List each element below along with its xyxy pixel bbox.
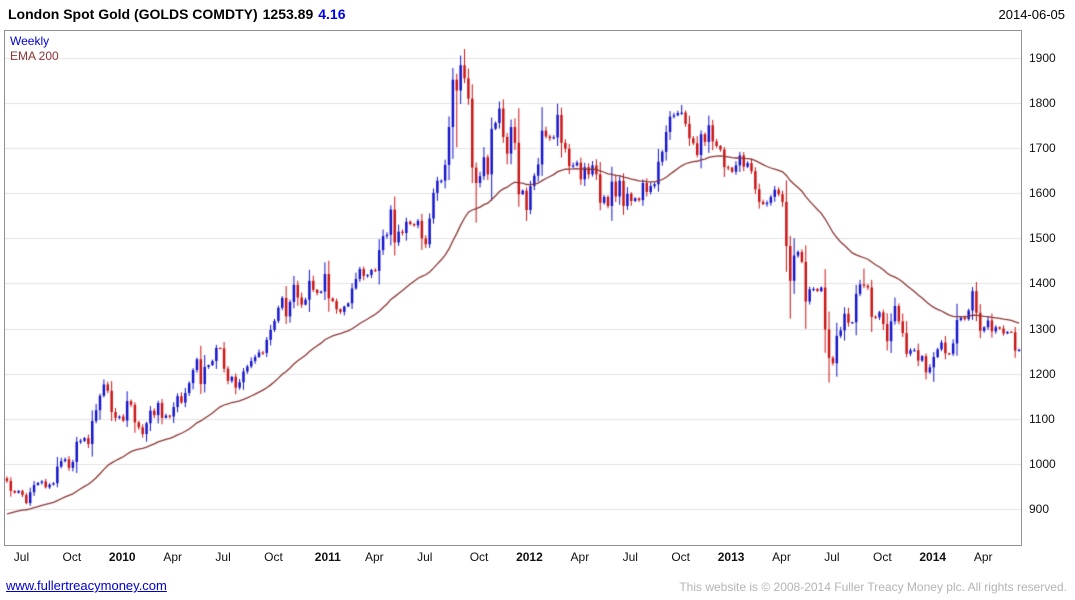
- footer: www.fullertreacymoney.com This website i…: [0, 572, 1075, 600]
- x-axis-label: Apr: [772, 550, 791, 564]
- x-axis-label: Jul: [13, 550, 30, 564]
- price-change: 4.16: [318, 6, 346, 22]
- y-axis-label: 1000: [1029, 456, 1056, 471]
- y-axis-label: 1200: [1029, 366, 1056, 381]
- y-axis-label: 1500: [1029, 231, 1056, 246]
- x-axis-label: Jul: [417, 550, 433, 564]
- x-axis-label: 2013: [717, 550, 745, 564]
- plot-area: Weekly EMA 200: [4, 30, 1022, 546]
- x-axis-label: Oct: [469, 550, 489, 564]
- x-axis-label: 2014: [919, 550, 947, 564]
- chart-date: 2014-06-05: [998, 7, 1066, 22]
- x-axis-label: 2012: [516, 550, 543, 564]
- x-axis-label: 2010: [108, 550, 136, 564]
- x-axis-label: Jul: [622, 550, 638, 564]
- x-axis-label: Oct: [872, 550, 892, 564]
- x-axis-label: 2011: [314, 550, 341, 564]
- y-axis-label: 1300: [1029, 321, 1056, 336]
- x-axis-label: Apr: [364, 550, 384, 564]
- x-axis-label: Jul: [824, 550, 840, 564]
- price-chart-canvas[interactable]: [5, 31, 1021, 545]
- chart-legend: Weekly EMA 200: [10, 34, 59, 64]
- x-axis-label: Oct: [264, 550, 283, 564]
- x-axis-label: Apr: [163, 550, 183, 564]
- instrument-title: London Spot Gold (GOLDS COMDTY): [8, 6, 258, 22]
- y-axis-label: 1700: [1029, 141, 1056, 156]
- y-axis-label: 1900: [1029, 51, 1056, 66]
- y-axis-label: 1600: [1029, 186, 1056, 201]
- x-axis-label: Oct: [671, 550, 691, 564]
- x-axis-label: Jul: [215, 550, 231, 564]
- page-title: London Spot Gold (GOLDS COMDTY) 1253.89 4.…: [8, 6, 350, 22]
- x-axis-label: Oct: [62, 550, 82, 564]
- y-axis-label: 900: [1029, 501, 1050, 516]
- legend-ema: EMA 200: [10, 49, 59, 63]
- last-price: 1253.89: [262, 6, 314, 22]
- y-axis-label: 1400: [1029, 276, 1056, 291]
- website-link[interactable]: www.fullertreacymoney.com: [6, 578, 167, 593]
- y-axis-label: 1100: [1029, 411, 1055, 426]
- x-axis-label: Apr: [570, 550, 590, 564]
- legend-timeframe: Weekly: [10, 34, 50, 48]
- x-axis-label: Apr: [973, 550, 993, 564]
- y-axis-label: 1800: [1029, 96, 1056, 111]
- copyright-text: This website is © 2008-2014 Fuller Treac…: [679, 580, 1067, 594]
